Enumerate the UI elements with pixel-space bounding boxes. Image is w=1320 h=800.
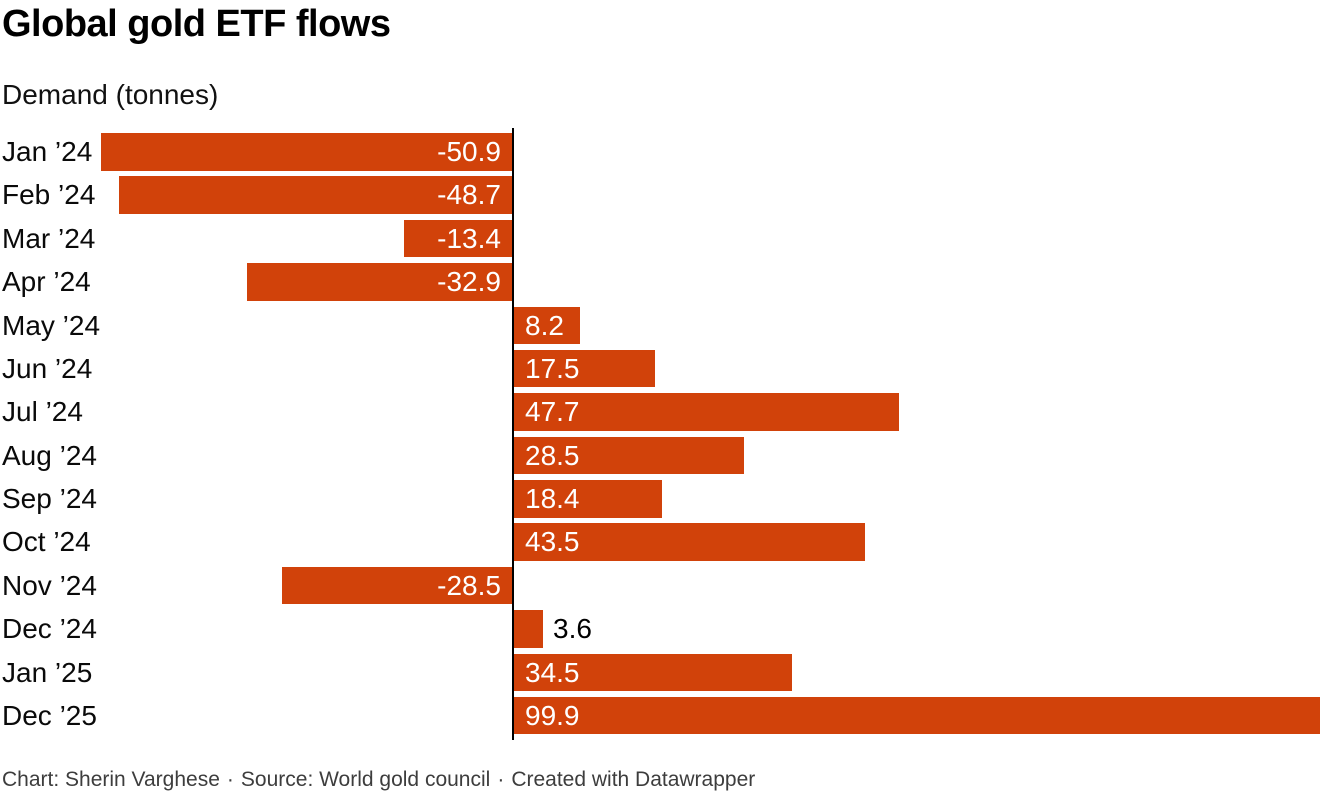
chart-footer: Chart: Sherin Varghese · Source: World gol… [2,766,755,794]
bar: -32.9 [246,263,512,301]
value-label: -50.9 [437,136,501,167]
bar: -50.9 [101,133,512,171]
value-label: 18.4 [525,483,580,515]
bar-row: Dec ’25 99.9 [0,696,1320,741]
bar-row: Jan ’25 34.5 [0,653,1320,698]
category-label: Oct ’24 [2,526,91,558]
category-label: Dec ’25 [2,699,97,731]
footer-separator: · [497,768,505,791]
bar: 43.5 [514,523,865,561]
value-label: -13.4 [437,222,501,254]
category-label: Aug ’24 [2,439,97,471]
value-label: -48.7 [437,179,501,211]
value-label: -32.9 [437,266,501,298]
category-label: Jan ’24 [2,136,93,167]
bar: 17.5 [514,349,656,388]
bar: -48.7 [119,176,512,214]
category-label: Feb ’24 [2,179,96,211]
category-label: May ’24 [2,309,101,341]
bar-row: Jul ’24 47.7 [0,393,1320,437]
bar: 8.2 [514,306,581,345]
bar: 34.5 [514,653,793,692]
zero-axis-line [512,128,514,740]
footer-separator: · [226,768,234,791]
bar-row: Sep ’24 18.4 [0,480,1320,524]
value-label: 3.6 [553,613,592,645]
value-label: 43.5 [525,526,580,558]
category-label: Jun ’24 [2,352,93,384]
category-label: Dec ’24 [2,613,97,645]
category-label: Jan ’25 [2,656,93,688]
value-label: 8.2 [525,309,564,341]
bar: -13.4 [403,219,512,258]
bar: -28.5 [282,566,512,605]
value-label: -28.5 [437,569,501,601]
category-label: Sep ’24 [2,483,97,515]
bar-row: Nov ’24 -28.5 [0,566,1320,611]
category-label: Jul ’24 [2,396,83,428]
value-label: 47.7 [525,396,580,428]
bar-row: Jan ’24 -50.9 [0,133,1320,177]
bar: 47.7 [514,393,899,431]
category-label: Mar ’24 [2,222,96,254]
value-label: 99.9 [525,699,580,731]
bar-row: May ’24 8.2 [0,306,1320,351]
source-credit: Source: World gold council [240,768,491,791]
value-label: 34.5 [525,656,580,688]
bar-row: Mar ’24 -13.4 [0,219,1320,264]
bar-chart: Jan ’24 -50.9 Feb ’24 -48.7 Mar ’24 -13.4 Apr … [0,128,1320,744]
bar [514,610,544,648]
chart-credit: Chart: Sherin Varghese [2,768,220,791]
category-label: Apr ’24 [2,266,91,298]
bar-row: Oct ’24 43.5 [0,523,1320,567]
bar: 28.5 [514,436,744,475]
bar: 18.4 [514,480,663,518]
bar: 99.9 [514,696,1320,735]
chart-subtitle: Demand (tonnes) [2,79,219,110]
bar-row: Apr ’24 -32.9 [0,263,1320,307]
bar-row: Jun ’24 17.5 [0,349,1320,394]
bar-row: Dec ’24 3.6 [0,610,1320,654]
value-label: 17.5 [525,352,580,384]
bar-row: Aug ’24 28.5 [0,436,1320,481]
chart-title: Global gold ETF flows [2,3,391,45]
category-label: Nov ’24 [2,569,97,601]
tool-credit: Created with Datawrapper [511,768,756,791]
bar-row: Feb ’24 -48.7 [0,176,1320,220]
value-label: 28.5 [525,439,580,471]
